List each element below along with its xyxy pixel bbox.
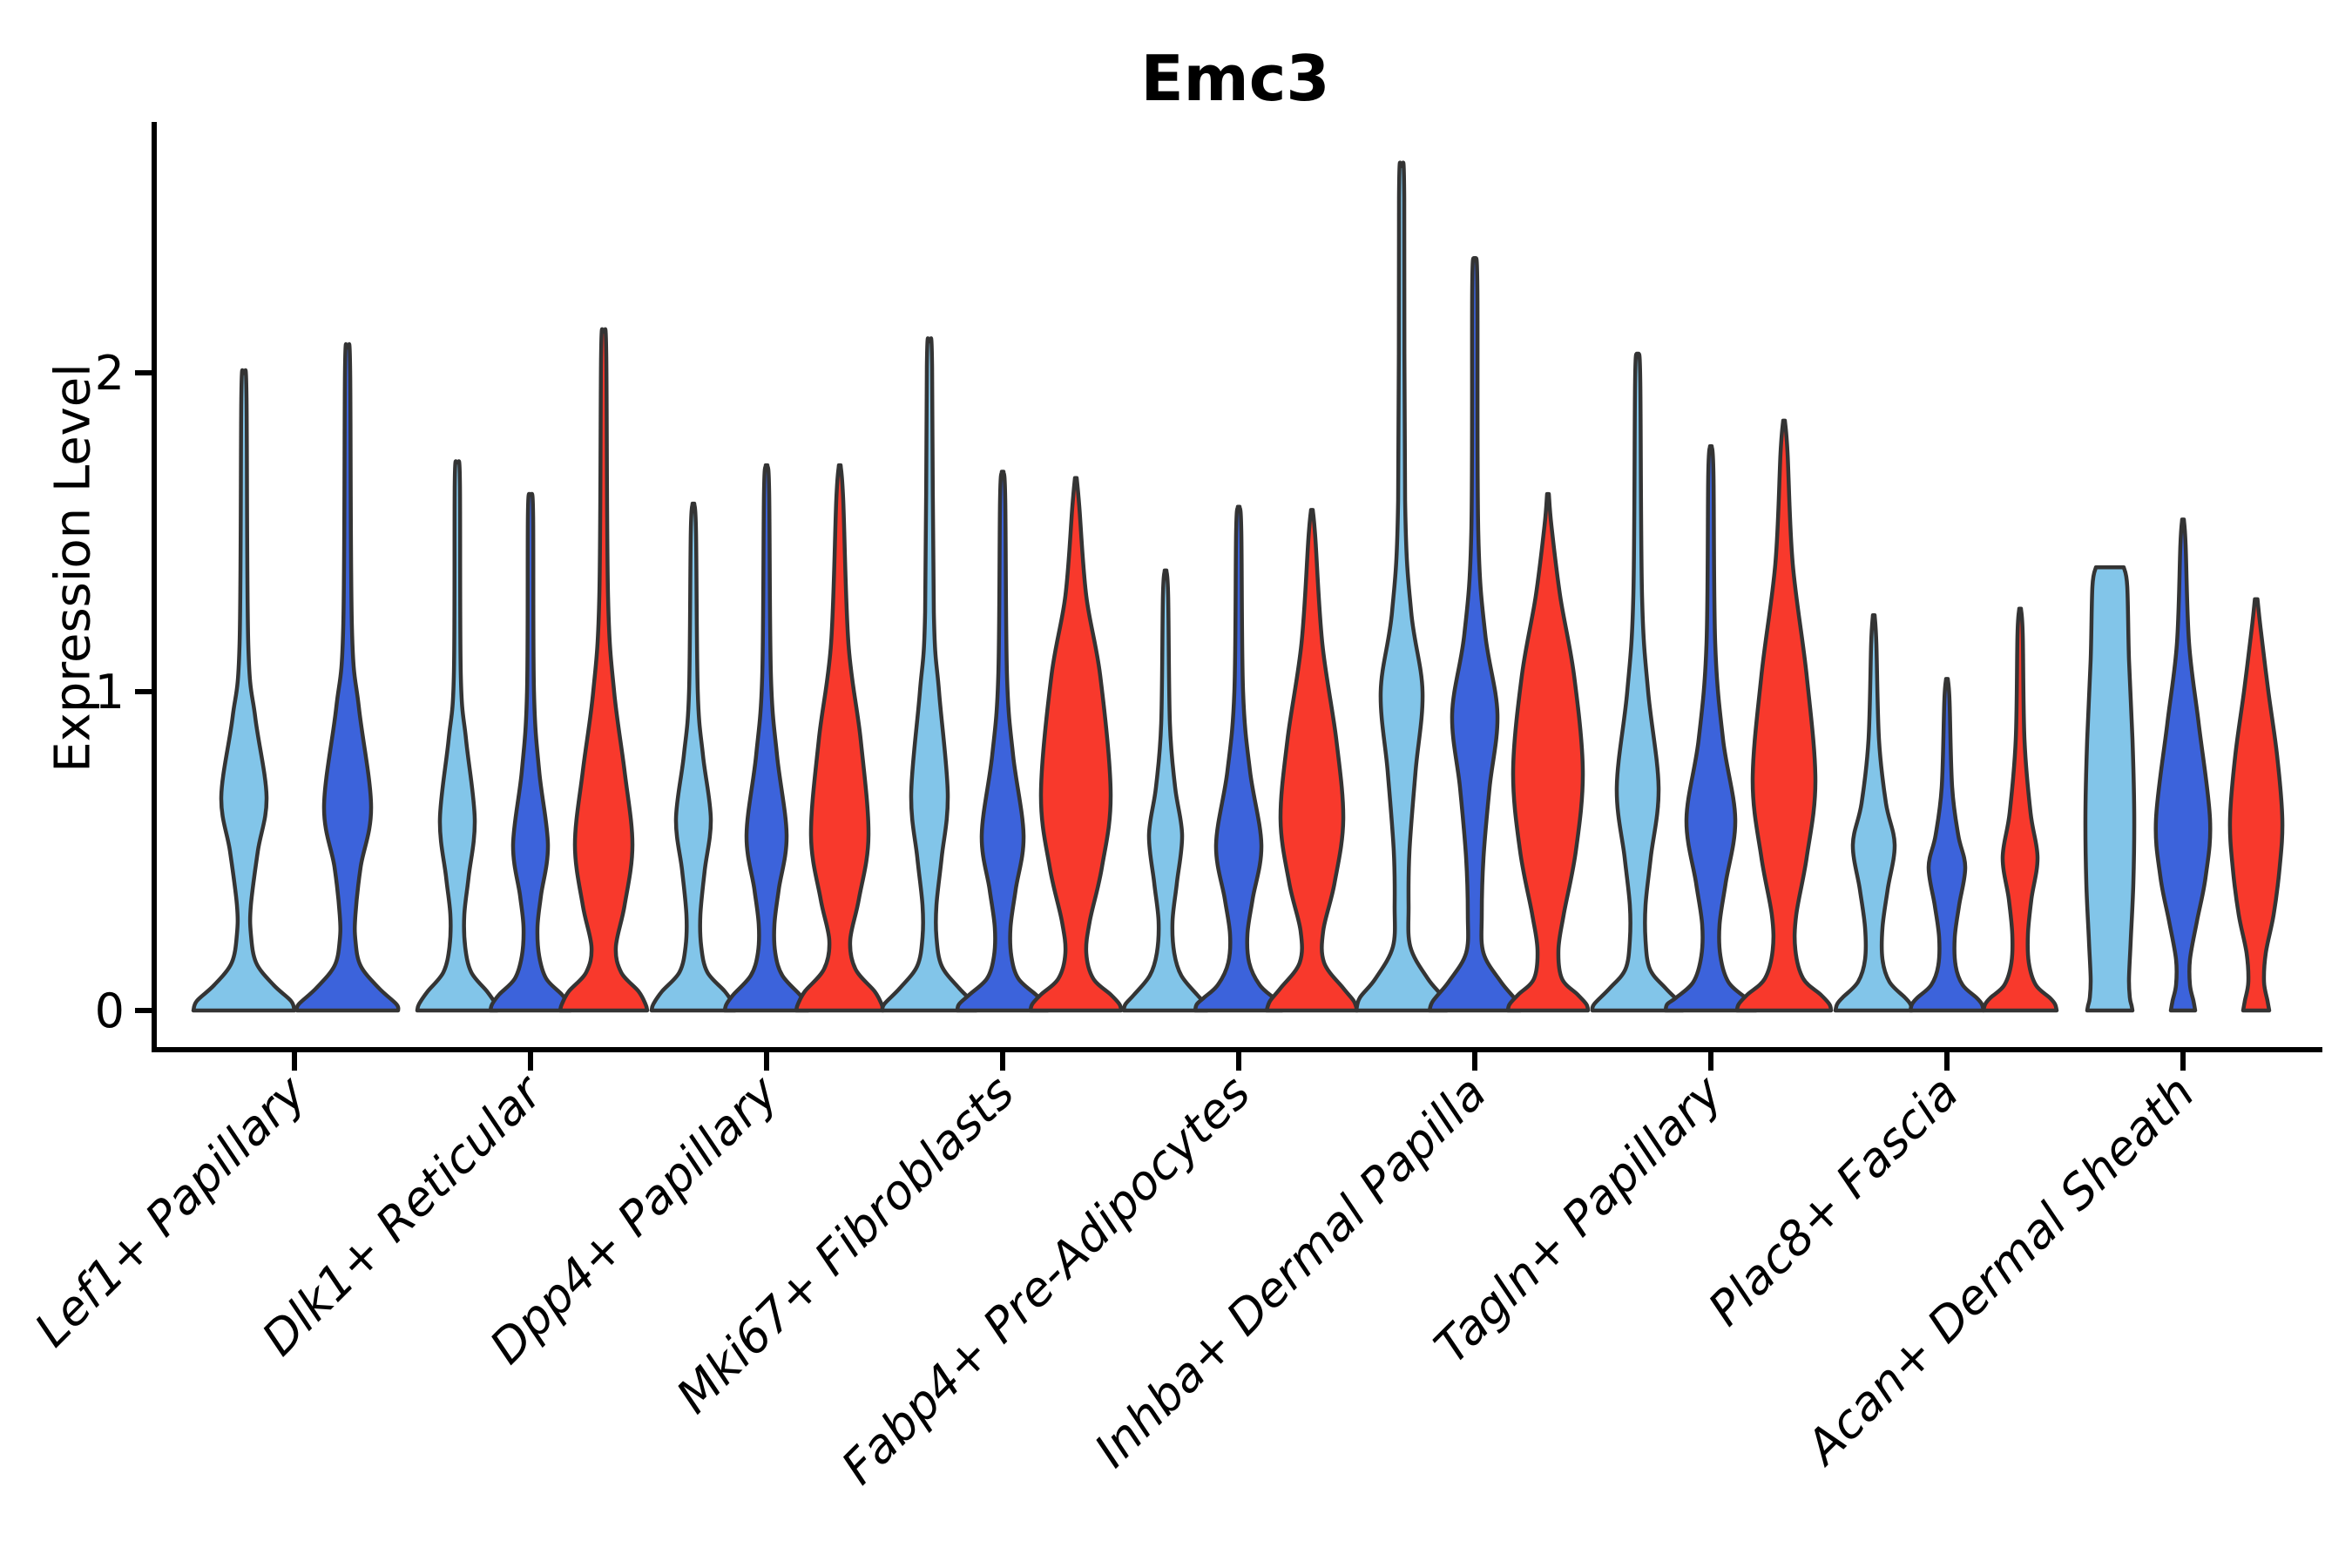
- violin-fabp4-pre-adipocytes-light_blue: [1121, 568, 1210, 1013]
- violin-fabp4-pre-adipocytes-red: [1264, 508, 1360, 1013]
- violin-plac8-fascia-red: [1981, 606, 2059, 1013]
- violin-tagln-papillary-light_blue: [1590, 351, 1686, 1013]
- violin-inhba-dermal-papilla-dark_blue: [1427, 255, 1523, 1013]
- violin-tagln-papillary-dark_blue: [1663, 443, 1759, 1013]
- violin-plac8-fascia-dark_blue: [1908, 677, 1986, 1013]
- x-tick-label-acan-dermal-sheath: Acan+ Dermal Sheath: [1794, 1065, 2205, 1477]
- y-tick-label-0: 0: [95, 983, 125, 1038]
- violin-tagln-papillary-red: [1734, 418, 1834, 1013]
- x-tick-label-inhba-dermal-papilla: Inhba+ Dermal Papilla: [1084, 1065, 1497, 1478]
- violin-lef1-papillary-dark_blue: [294, 341, 401, 1013]
- violin-dpp4-papillary-light_blue: [649, 501, 738, 1013]
- violin-dpp4-papillary-red: [794, 463, 886, 1013]
- x-tick-label-fabp4-pre-adipocytes: Fabp4+ Pre-Adipocytes: [831, 1065, 1260, 1495]
- violin-mki67-fibroblasts-red: [1028, 476, 1124, 1013]
- y-tick-label-1: 1: [95, 665, 125, 720]
- violin-dpp4-papillary-dark_blue: [722, 463, 811, 1013]
- violin-acan-dermal-sheath-light_blue: [2083, 565, 2137, 1013]
- violin-acan-dermal-sheath-dark_blue: [2153, 517, 2213, 1013]
- violin-dlk1-reticular-dark_blue: [488, 491, 573, 1013]
- violin-dlk1-reticular-light_blue: [415, 459, 500, 1013]
- violin-lef1-papillary-light_blue: [191, 368, 297, 1013]
- violin-mki67-fibroblasts-dark_blue: [955, 470, 1051, 1013]
- violin-inhba-dermal-papilla-light_blue: [1354, 160, 1450, 1013]
- violin-plac8-fascia-light_blue: [1833, 612, 1915, 1013]
- violin-fabp4-pre-adipocytes-dark_blue: [1193, 504, 1285, 1013]
- violin-dlk1-reticular-red: [558, 327, 650, 1013]
- y-tick-label-2: 2: [95, 346, 125, 401]
- violin-mki67-fibroblasts-light_blue: [880, 336, 979, 1013]
- violin-acan-dermal-sheath-red: [2227, 597, 2285, 1013]
- x-tick-label-plac8-fascia: Plac8+ Fascia: [1698, 1065, 1969, 1336]
- violin-inhba-dermal-papilla-red: [1505, 491, 1591, 1013]
